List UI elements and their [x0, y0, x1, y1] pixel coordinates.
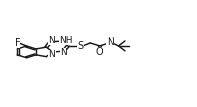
Text: O: O	[96, 47, 103, 57]
Text: NH: NH	[59, 36, 72, 45]
Text: N: N	[48, 36, 55, 45]
Text: F: F	[15, 38, 20, 48]
Text: N: N	[60, 48, 67, 57]
Text: S: S	[78, 41, 84, 51]
Text: H: H	[107, 36, 113, 46]
Text: N: N	[107, 38, 113, 47]
Text: N: N	[48, 50, 55, 59]
